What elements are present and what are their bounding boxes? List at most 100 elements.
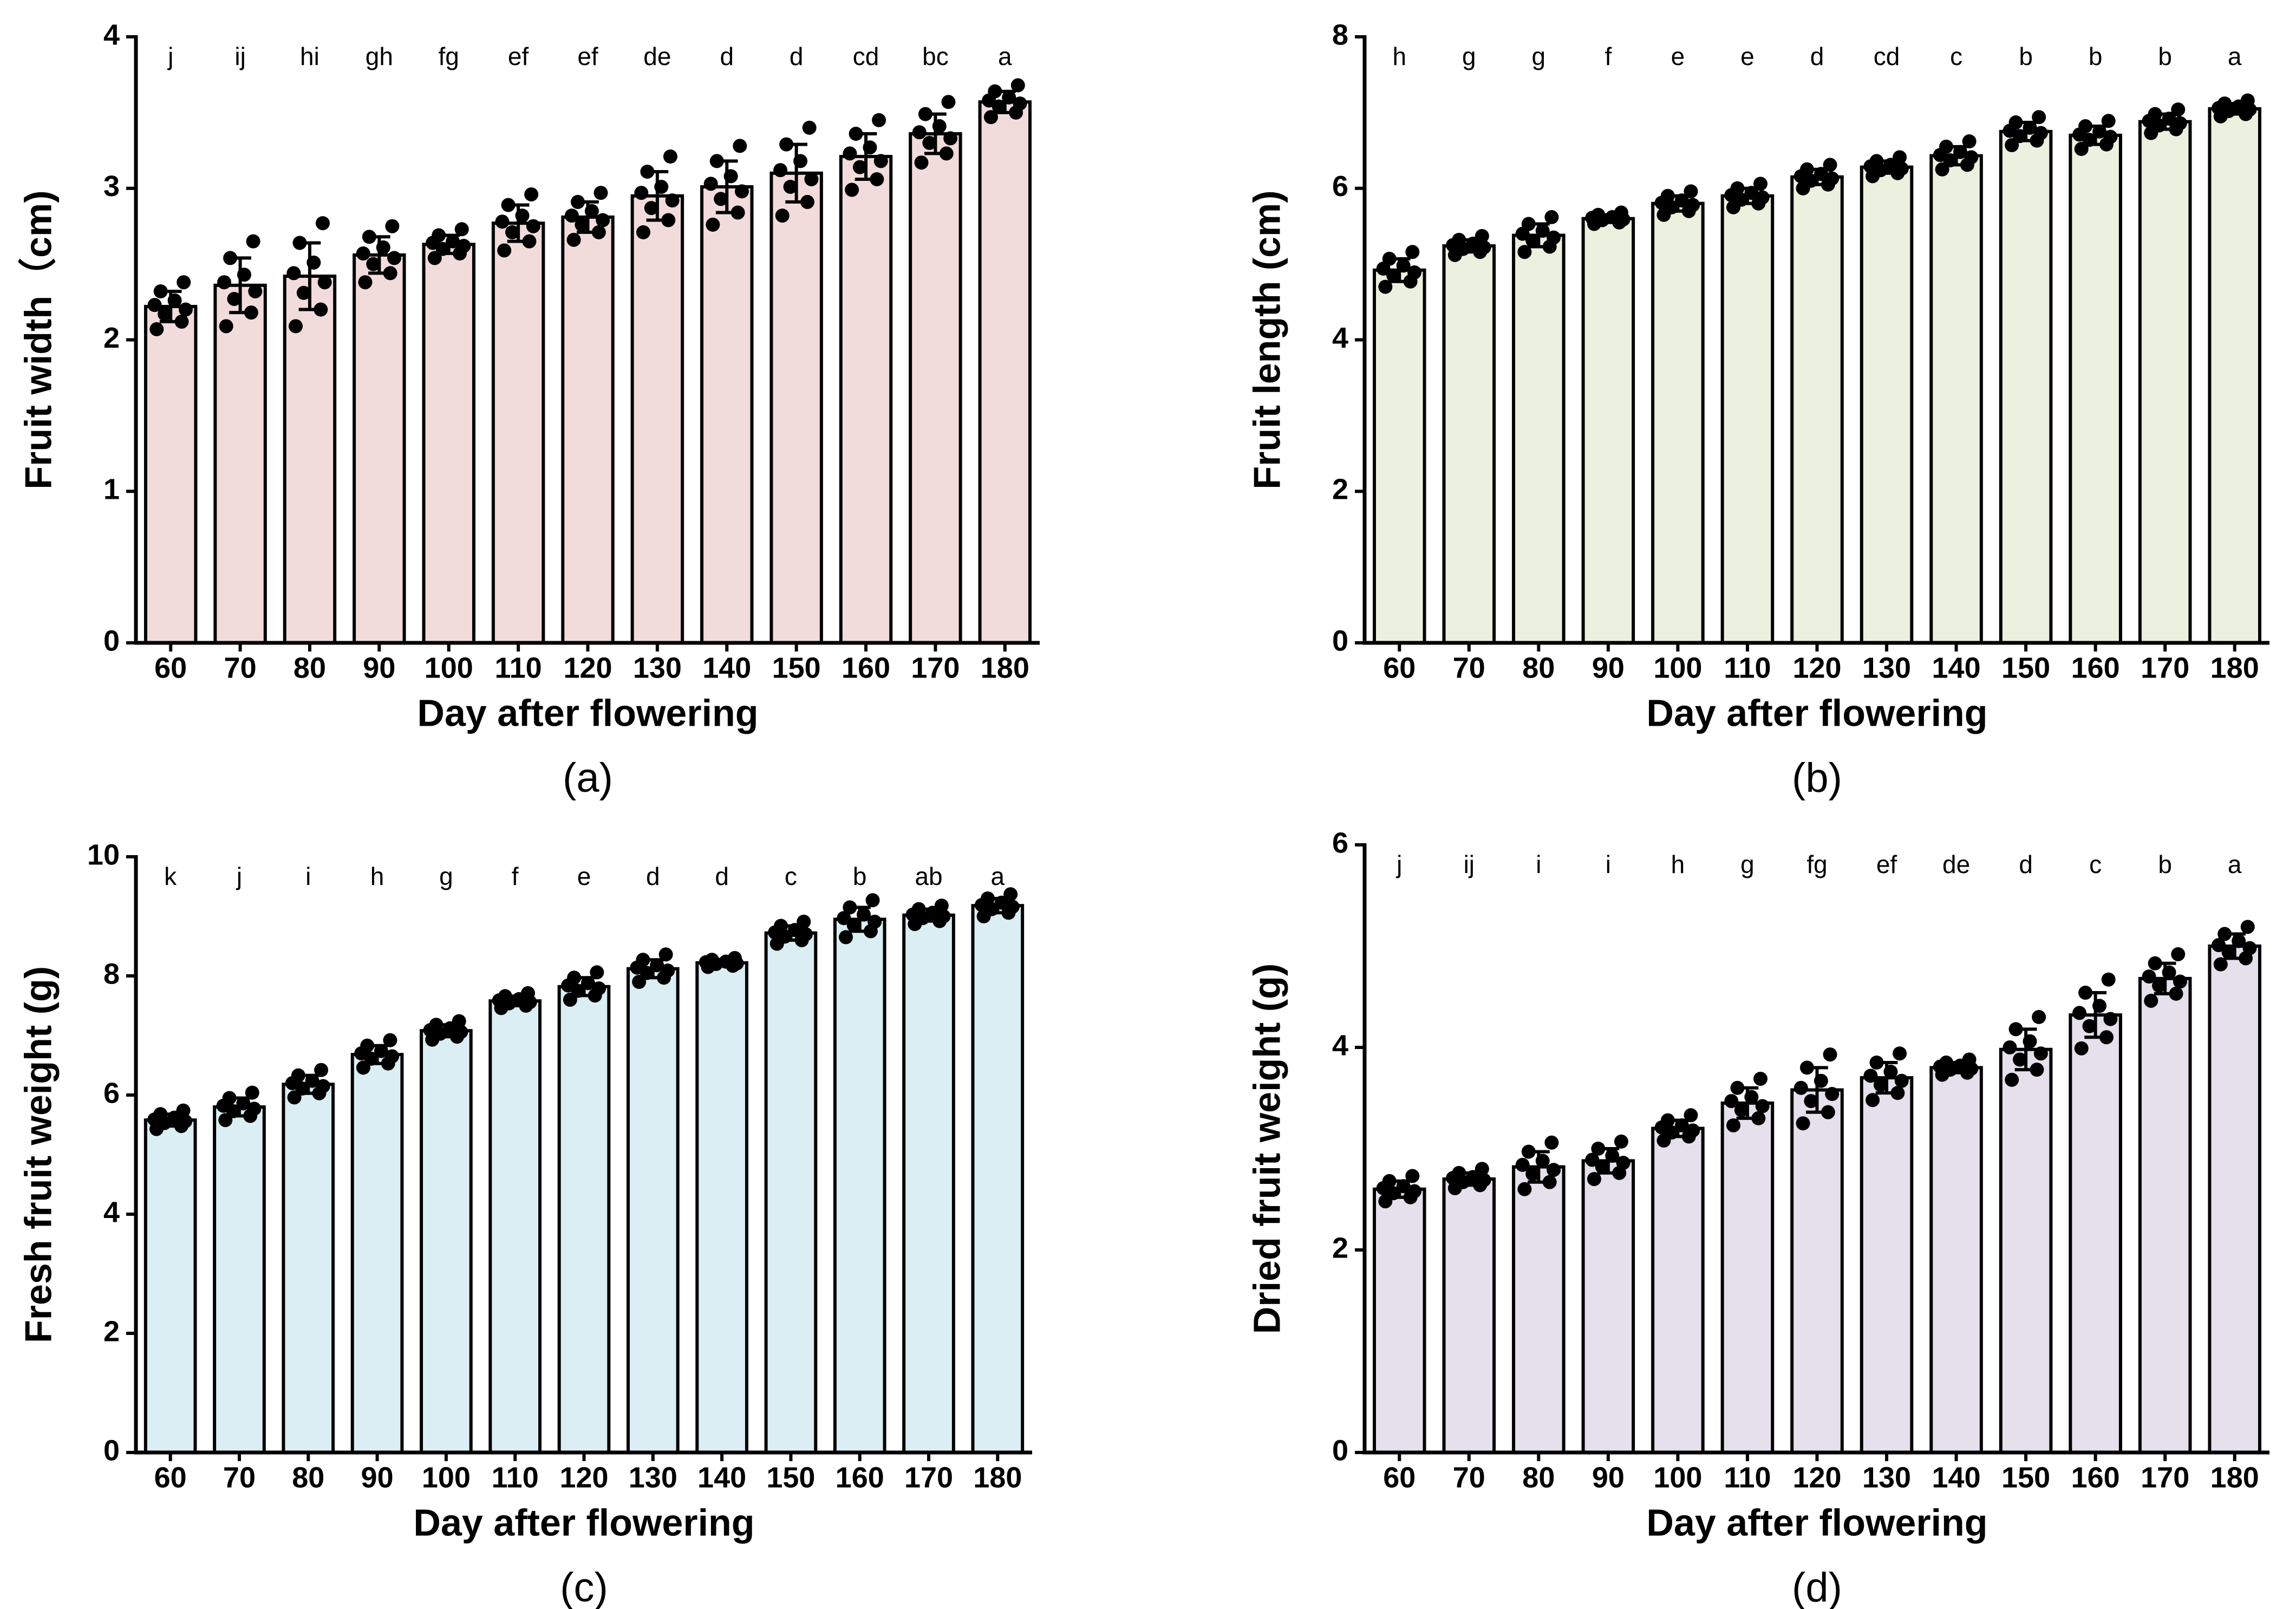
data-point	[1396, 1179, 1411, 1194]
data-point	[911, 902, 926, 916]
x-tick-label: 140	[697, 1461, 746, 1494]
data-point	[2008, 115, 2023, 130]
data-point	[1744, 1090, 1759, 1104]
bar	[561, 215, 615, 644]
data-point	[709, 154, 724, 168]
data-point	[1893, 150, 1907, 165]
data-point	[800, 194, 814, 209]
data-point	[2173, 974, 2187, 989]
y-tick-label: 10	[87, 838, 120, 871]
data-point	[802, 120, 817, 135]
data-point	[2032, 1009, 2046, 1024]
significance-letter: i	[305, 862, 311, 890]
data-point	[1521, 217, 1536, 231]
data-point	[2144, 993, 2158, 1008]
data-point	[1894, 161, 1909, 176]
data-point	[498, 989, 512, 1004]
data-point	[497, 243, 512, 258]
data-point	[2072, 1006, 2087, 1020]
x-tick-label: 100	[425, 652, 473, 684]
data-point	[1730, 1080, 1745, 1095]
data-point	[1964, 150, 1979, 165]
x-tick-label: 170	[2141, 652, 2189, 684]
x-tick-label: 180	[981, 652, 1029, 684]
data-point	[1684, 1108, 1698, 1123]
data-point	[1544, 210, 1559, 224]
data-point	[593, 186, 608, 200]
bar	[1720, 194, 1775, 644]
data-point	[863, 140, 877, 155]
bar	[769, 171, 823, 644]
significance-letter: d	[646, 862, 660, 890]
data-point	[178, 1114, 193, 1129]
panel: h60g70g80f90e100e110d120cd130c140b150b16…	[1245, 18, 2269, 801]
x-axis-label: Day after flowering	[1646, 1501, 1987, 1543]
bar	[764, 931, 818, 1455]
data-point	[873, 154, 888, 168]
data-point	[1003, 887, 1018, 902]
data-point	[1010, 78, 1025, 93]
data-point	[358, 275, 373, 290]
significance-letter: bc	[922, 42, 949, 70]
y-tick-label: 2	[103, 322, 120, 354]
data-point	[1823, 1047, 1837, 1062]
bar	[1581, 217, 1635, 644]
y-tick-label: 8	[103, 957, 120, 990]
x-tick-label: 100	[1653, 1461, 1702, 1494]
data-point	[305, 1073, 319, 1088]
y-tick-label: 0	[1332, 624, 1348, 657]
data-point	[454, 222, 469, 237]
significance-letter: d	[1810, 42, 1824, 70]
y-tick-label: 0	[103, 624, 120, 657]
data-point	[2169, 986, 2183, 1001]
x-tick-label: 60	[1383, 1461, 1416, 1494]
x-tick-label: 130	[1862, 1461, 1911, 1494]
data-point	[245, 1085, 259, 1100]
data-point	[2152, 978, 2167, 993]
data-point	[1674, 1118, 1689, 1132]
data-point	[515, 209, 530, 223]
data-point	[1686, 1123, 1700, 1138]
x-tick-label: 140	[1932, 1461, 1981, 1494]
data-point	[432, 228, 446, 243]
data-point	[846, 918, 861, 933]
data-point	[2023, 1034, 2037, 1048]
x-tick-label: 120	[559, 1461, 608, 1494]
data-point	[1475, 1162, 1489, 1176]
data-point	[1452, 1165, 1466, 1180]
x-tick-label: 70	[1453, 652, 1485, 684]
x-axis-label: Day after flowering	[1646, 692, 1987, 734]
significance-letter: de	[1942, 850, 1970, 878]
data-point	[153, 284, 168, 298]
x-tick-label: 120	[1792, 1461, 1841, 1494]
data-point	[918, 107, 932, 121]
data-point	[2173, 116, 2187, 131]
x-tick-label: 110	[1724, 652, 1771, 684]
data-point	[1614, 205, 1628, 220]
data-point	[2082, 1019, 2097, 1033]
data-point	[939, 146, 954, 161]
data-point	[1825, 171, 1840, 186]
axes	[1362, 35, 2269, 645]
significance-letter: b	[2089, 42, 2103, 70]
y-axis-label: Dried fruit weight (g)	[1245, 963, 1288, 1334]
data-point	[1755, 1099, 1770, 1113]
data-point	[703, 177, 718, 191]
significance-letter: ef	[577, 42, 598, 70]
significance-letter: g	[439, 862, 453, 890]
data-point	[779, 137, 794, 152]
data-point	[383, 1033, 397, 1047]
bar	[350, 1053, 404, 1454]
data-point	[314, 1063, 329, 1077]
x-tick-label: 160	[836, 1461, 884, 1494]
data-point	[983, 110, 998, 125]
x-tick-label: 130	[633, 652, 682, 684]
data-point	[1587, 1172, 1601, 1187]
data-point	[798, 927, 813, 941]
bar	[626, 967, 680, 1455]
data-point	[1821, 1105, 1835, 1119]
x-tick-label: 120	[1792, 652, 1841, 684]
significance-letter: a	[2228, 42, 2242, 70]
data-point	[1585, 1152, 1600, 1167]
data-point	[661, 963, 675, 978]
